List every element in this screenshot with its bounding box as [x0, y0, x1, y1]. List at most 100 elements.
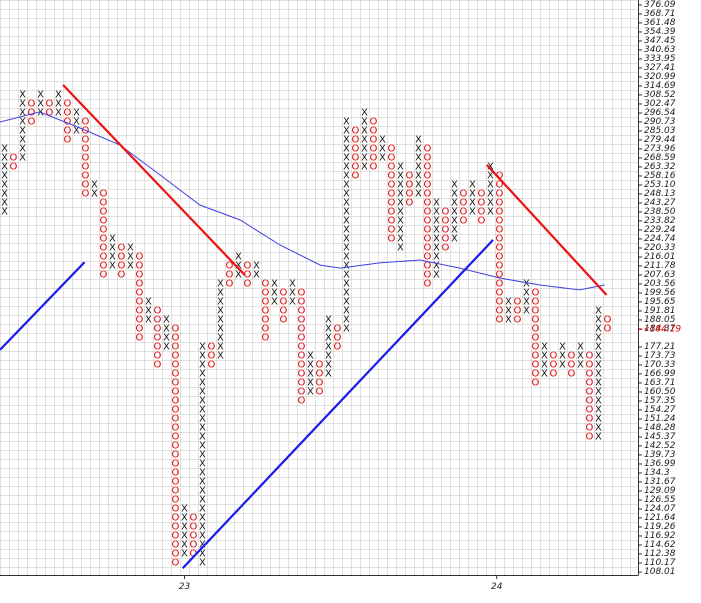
x-box: X [397, 243, 404, 254]
x-box: X [577, 350, 584, 361]
x-box: X [199, 468, 206, 479]
o-box: O [423, 261, 431, 272]
y-tick-label: 207.63 [644, 270, 676, 280]
x-box: X [163, 342, 170, 353]
o-box: O [405, 197, 413, 208]
y-tick-label: 314.69 [644, 81, 676, 91]
o-box: O [154, 342, 162, 353]
o-box: O [136, 315, 144, 326]
x-box: X [397, 179, 404, 190]
x-box: X [343, 125, 350, 136]
x-box: X [487, 161, 494, 172]
x-box: X [307, 368, 314, 379]
y-tick-label: 320.99 [644, 72, 676, 82]
x-column: XX [253, 260, 260, 280]
x-box: X [595, 396, 602, 407]
o-box: O [244, 269, 252, 280]
x-box: X [1, 161, 8, 172]
trend-line [485, 164, 608, 296]
o-box: O [136, 251, 144, 262]
trend-line [0, 261, 86, 351]
x-box: X [217, 351, 224, 362]
x-box: X [343, 234, 350, 245]
x-box: X [451, 215, 458, 226]
x-box: X [397, 188, 404, 199]
y-tick-label: 199.56 [644, 288, 676, 298]
x-box: X [199, 504, 206, 515]
x-box: X [19, 116, 26, 127]
x-box: X [271, 278, 278, 289]
o-box: O [262, 287, 270, 298]
o-box: O [280, 287, 288, 298]
o-box: O [64, 107, 72, 118]
x-box: X [523, 278, 530, 289]
x-column: XXX [289, 278, 296, 307]
x-box: X [199, 387, 206, 398]
x-box: X [343, 161, 350, 172]
y-tick-label: 173.73 [644, 351, 676, 361]
y-tick-label: 279.44 [644, 135, 676, 145]
o-box: O [388, 170, 396, 181]
o-box: O [172, 486, 180, 497]
o-box: O [423, 216, 431, 227]
x-box: X [217, 323, 224, 334]
x-box: X [343, 243, 350, 254]
x-box: X [343, 116, 350, 127]
y-tick-label: 285.03 [644, 126, 676, 136]
o-box: O [531, 314, 539, 325]
x-box: X [523, 305, 530, 316]
y-tick-label: 177.21 [644, 342, 676, 352]
o-box: O [298, 360, 306, 371]
x-box: X [433, 270, 440, 281]
x-box: X [343, 216, 350, 227]
x-box: X [541, 341, 548, 352]
x-box: X [181, 531, 188, 542]
x-box: X [109, 260, 116, 271]
y-tick-label: 376.09 [644, 0, 676, 10]
y-tick-label: 121.64 [644, 513, 676, 523]
x-box: X [163, 323, 170, 334]
o-box: O [585, 359, 593, 370]
o-box: O [118, 269, 126, 280]
o-box: O [154, 323, 162, 334]
o-box: O [477, 215, 485, 226]
o-column: OO [46, 98, 54, 118]
o-box: O [423, 279, 431, 290]
y-tick-label: 290.73 [644, 117, 676, 127]
x-box: X [505, 296, 512, 307]
o-box: O [495, 197, 503, 208]
o-box: O [46, 107, 54, 118]
o-box: O [226, 278, 234, 289]
o-box: O [388, 197, 396, 208]
x-box: X [235, 269, 242, 280]
o-column: OOO [334, 323, 342, 352]
y-tick-label: 124.07 [644, 504, 676, 514]
o-box: O [370, 125, 378, 136]
x-box: X [343, 207, 350, 218]
o-box: O [262, 305, 270, 316]
x-box: X [199, 368, 206, 379]
y-tick-label: 229.24 [644, 225, 676, 235]
last-price-label: «184.19 [644, 324, 681, 334]
x-box: X [325, 360, 332, 371]
y-tick-label: 151.24 [644, 414, 676, 424]
x-box: X [595, 378, 602, 389]
x-box: X [181, 549, 188, 560]
o-box: O [64, 98, 72, 109]
x-box: X [19, 153, 26, 164]
o-box: O [459, 197, 467, 208]
x-box: X [361, 116, 368, 127]
o-box: O [423, 161, 431, 172]
x-box: X [343, 297, 350, 308]
x-box: X [469, 179, 476, 190]
x-box: X [199, 513, 206, 524]
x-box: X [199, 549, 206, 560]
y-tick-label: 148.28 [644, 423, 676, 433]
